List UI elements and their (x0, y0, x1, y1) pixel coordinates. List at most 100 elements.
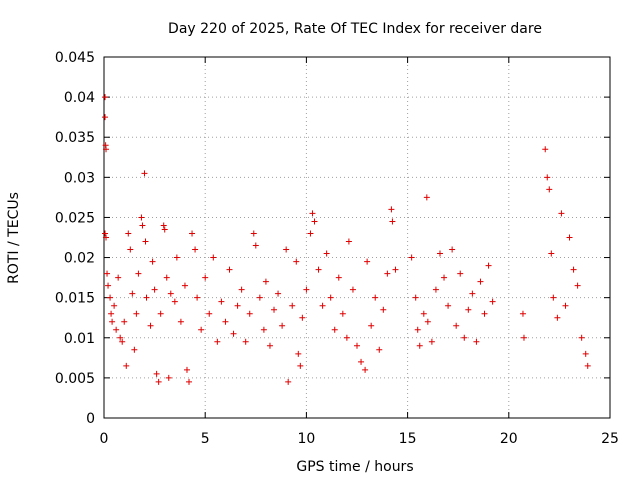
data-point (171, 298, 178, 305)
data-point (161, 226, 168, 233)
data-point (108, 310, 115, 317)
y-tick-label: 0.015 (55, 291, 95, 307)
x-tick-label: 5 (201, 431, 210, 447)
data-point (160, 222, 167, 229)
data-point (408, 254, 415, 261)
data-point (420, 310, 427, 317)
data-point (115, 274, 122, 281)
data-point (295, 350, 302, 357)
data-point (477, 278, 484, 285)
data-point (250, 230, 257, 237)
data-point (141, 170, 148, 177)
data-point (485, 262, 492, 269)
data-point (469, 290, 476, 297)
data-point (578, 334, 585, 341)
data-point (192, 246, 199, 253)
data-point (103, 234, 110, 241)
data-point (319, 302, 326, 309)
data-point (173, 254, 180, 261)
data-point (436, 250, 443, 257)
data-point (194, 294, 201, 301)
data-point (489, 298, 496, 305)
data-point (262, 278, 269, 285)
y-tick-label: 0.01 (64, 331, 95, 347)
data-point (117, 334, 124, 341)
plot-frame (103, 56, 611, 419)
x-tick-label: 15 (399, 431, 417, 447)
data-point (113, 326, 120, 333)
data-point (279, 322, 286, 329)
data-point (139, 222, 146, 229)
y-tick-label: 0.04 (64, 90, 95, 106)
data-points (102, 94, 591, 385)
data-point (362, 366, 369, 373)
data-point (520, 334, 527, 341)
data-point (570, 266, 577, 273)
data-point (582, 350, 589, 357)
data-point (103, 146, 110, 153)
y-tick-label: 0.035 (55, 130, 95, 146)
data-point (584, 362, 591, 369)
data-point (218, 298, 225, 305)
data-point (181, 282, 188, 289)
data-point (368, 322, 375, 329)
data-point (252, 242, 259, 249)
data-point (111, 302, 118, 309)
data-point (380, 306, 387, 313)
data-point (349, 286, 356, 293)
axis-ticks (103, 56, 611, 419)
data-point (102, 230, 109, 237)
data-point (153, 370, 160, 377)
data-point (177, 318, 184, 325)
data-point (424, 318, 431, 325)
data-point (198, 326, 205, 333)
data-point (550, 294, 557, 301)
x-tick-label: 10 (297, 431, 315, 447)
data-point (389, 218, 396, 225)
data-point (167, 290, 174, 297)
x-axis-label: GPS time / hours (296, 459, 413, 475)
data-point (183, 366, 190, 373)
y-tick-label: 0.025 (55, 210, 95, 226)
data-point (473, 338, 480, 345)
data-point (449, 246, 456, 253)
x-tick-label: 20 (500, 431, 518, 447)
data-point (242, 338, 249, 345)
data-point (309, 210, 316, 217)
data-point (266, 342, 273, 349)
data-point (364, 258, 371, 265)
y-tick-label: 0.02 (64, 251, 95, 267)
data-point (293, 258, 300, 265)
data-point (441, 274, 448, 281)
data-point (392, 266, 399, 273)
data-point (125, 230, 132, 237)
data-point (163, 274, 170, 281)
data-point (416, 342, 423, 349)
data-point (133, 310, 140, 317)
data-point (303, 286, 310, 293)
data-point (544, 174, 551, 181)
data-point (206, 310, 213, 317)
data-point (311, 218, 318, 225)
data-point (465, 306, 472, 313)
data-point (214, 338, 221, 345)
data-point (566, 234, 573, 241)
y-axis-tick-labels: 0 0.005 0.01 0.015 0.02 0.025 0.03 0.035 0.04 0.0… (55, 50, 95, 427)
data-point (210, 254, 217, 261)
y-tick-label: 0.045 (55, 50, 95, 66)
data-point (299, 314, 306, 321)
data-point (283, 246, 290, 253)
data-point (457, 270, 464, 277)
data-point (376, 346, 383, 353)
data-point (109, 318, 116, 325)
data-point (260, 326, 267, 333)
data-point (445, 302, 452, 309)
data-point (147, 322, 154, 329)
data-point (226, 266, 233, 273)
data-point (165, 374, 172, 381)
data-point (343, 334, 350, 341)
data-point (345, 238, 352, 245)
data-point (142, 238, 149, 245)
data-point (481, 310, 488, 317)
